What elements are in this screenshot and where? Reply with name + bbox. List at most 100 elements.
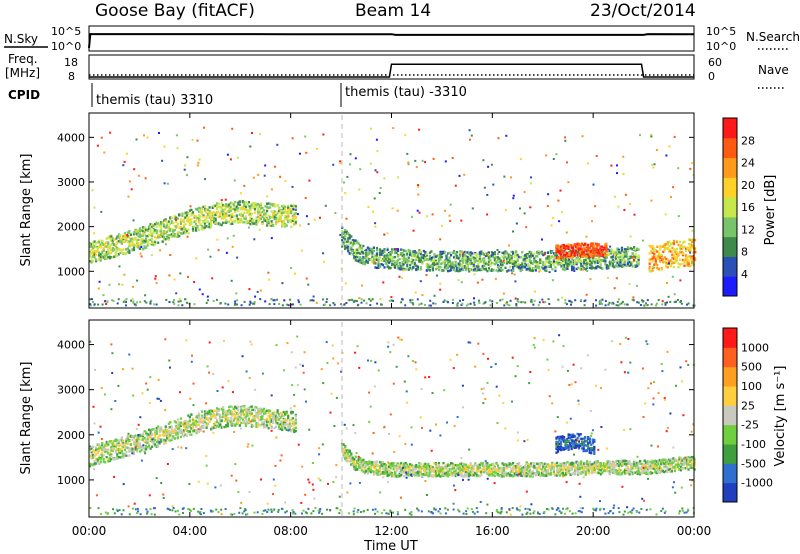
range-cell: [534, 260, 537, 263]
range-cell: [134, 244, 137, 247]
range-cell: [190, 423, 193, 427]
range-cell: [359, 457, 362, 460]
range-cell: [581, 251, 584, 254]
ground-cell: [224, 302, 227, 305]
range-cell: [172, 429, 175, 433]
ground-cell: [538, 301, 541, 304]
range-cell: [160, 426, 163, 429]
range-cell: [463, 266, 466, 269]
scatter-cell: [158, 132, 160, 134]
range-cell: [669, 262, 672, 265]
range-cell: [389, 259, 392, 262]
range-cell: [558, 252, 561, 255]
range-cell: [386, 470, 389, 474]
range-cell: [145, 235, 148, 238]
range-cell: [264, 215, 267, 218]
range-cell: [636, 247, 639, 250]
range-cell: [247, 407, 250, 410]
range-cell: [416, 253, 419, 257]
range-cell: [363, 250, 366, 254]
range-cell: [269, 206, 272, 209]
range-cell: [428, 251, 431, 254]
scatter-cell: [467, 303, 470, 306]
scatter-cell: [258, 228, 261, 231]
range-cell: [98, 455, 101, 458]
range-cell: [148, 444, 151, 448]
range-cell: [672, 261, 675, 265]
range-cell: [439, 258, 442, 261]
range-cell: [357, 459, 360, 462]
range-cell: [431, 268, 434, 272]
range-cell: [525, 259, 528, 262]
range-cell: [662, 257, 665, 261]
range-cell: [205, 215, 208, 218]
range-cell: [375, 460, 379, 463]
noise-sky-series: [88, 33, 695, 49]
range-cell: [348, 450, 351, 453]
range-cell: [359, 461, 362, 464]
range-cell: [671, 253, 674, 256]
range-cell: [143, 239, 146, 242]
range-cell: [445, 267, 448, 270]
range-cell: [590, 250, 593, 253]
range-cell: [182, 425, 185, 428]
scatter-cell: [361, 284, 363, 287]
range-cell: [116, 249, 119, 252]
range-cell: [232, 207, 235, 211]
range-cell: [409, 263, 412, 267]
range-cell: [190, 433, 193, 436]
range-cell: [363, 461, 366, 464]
range-cell: [602, 251, 605, 255]
range-cell: [487, 257, 490, 260]
range-cell: [163, 235, 166, 239]
range-cell: [691, 238, 694, 241]
scatter-cell: [316, 148, 319, 151]
range-cell: [285, 428, 288, 431]
range-cell: [107, 458, 110, 461]
scatter-cell: [107, 236, 110, 239]
range-cell: [95, 250, 98, 253]
range-cell: [207, 410, 210, 414]
range-cell: [686, 262, 689, 265]
range-cell: [237, 202, 240, 206]
range-cell: [229, 216, 232, 220]
scatter-cell: [490, 163, 493, 166]
range-cell: [372, 470, 375, 474]
range-cell: [533, 252, 536, 255]
ground-cell: [326, 298, 328, 301]
range-cell: [347, 245, 350, 248]
scatter-cell: [374, 169, 377, 172]
range-cell: [105, 241, 108, 244]
range-cell: [656, 257, 659, 260]
range-cell: [89, 252, 92, 255]
range-cell: [484, 262, 487, 265]
scatter-cell: [629, 202, 632, 205]
range-cell: [244, 410, 247, 413]
range-cell: [468, 252, 471, 255]
range-cell: [149, 238, 152, 241]
scatter-cell: [279, 210, 282, 213]
range-cell: [267, 206, 270, 209]
range-cell: [98, 443, 101, 446]
range-cell: [474, 258, 477, 261]
range-cell: [222, 411, 225, 414]
range-cell: [478, 257, 481, 260]
ground-cell: [177, 300, 180, 303]
range-cell: [293, 421, 296, 425]
range-cell: [433, 262, 436, 265]
range-cell: [415, 258, 418, 261]
scatter-cell: [196, 164, 199, 167]
range-cell: [378, 265, 382, 268]
range-cell: [288, 426, 291, 429]
scatter-cell: [615, 277, 618, 280]
range-cell: [247, 417, 250, 420]
range-cell: [173, 428, 176, 431]
scatter-cell: [414, 159, 417, 162]
range-cell: [181, 423, 184, 426]
range-cell: [418, 258, 421, 261]
ground-cell: [249, 301, 252, 304]
range-cell: [235, 412, 238, 415]
ground-cell: [442, 301, 445, 303]
range-cell: [128, 249, 131, 252]
range-cell: [102, 247, 105, 250]
